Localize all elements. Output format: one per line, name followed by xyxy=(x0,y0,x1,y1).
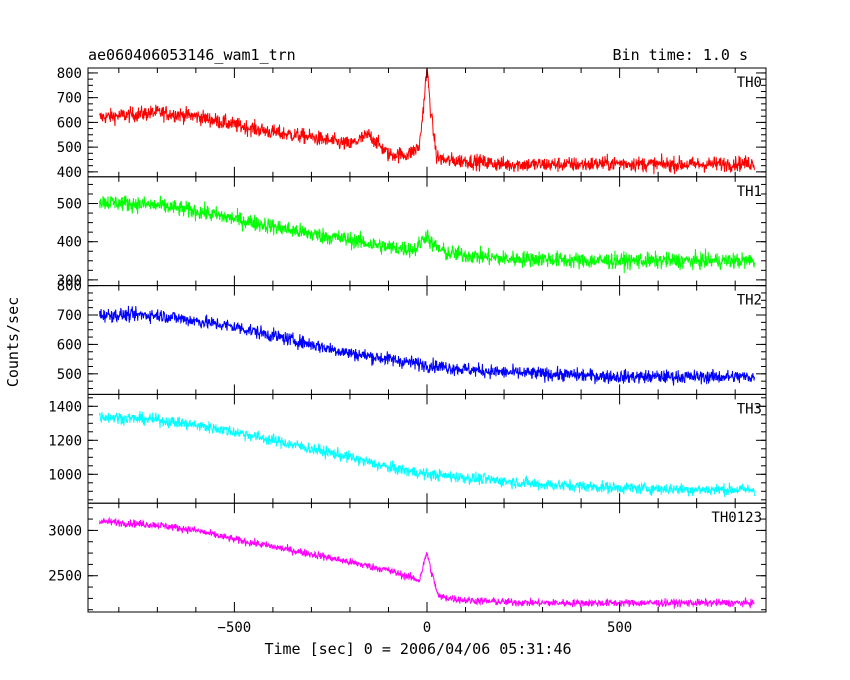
y-tick-label: 600 xyxy=(57,115,82,131)
y-tick-label: 800 xyxy=(57,279,82,295)
y-tick-label: 500 xyxy=(57,367,82,383)
y-axis-label: Counts/sec xyxy=(4,297,22,387)
chart-title: ae060406053146_wam1_trn xyxy=(88,46,296,64)
y-tick-label: 1400 xyxy=(48,399,82,415)
panel-label: TH3 xyxy=(737,401,762,417)
y-tick-label: 700 xyxy=(57,308,82,324)
x-tick-label: −500 xyxy=(218,620,252,636)
panel-label: TH2 xyxy=(737,293,762,309)
panel-th2: 500 600 700 800 TH2 xyxy=(57,279,767,395)
panel-th0123: 2500 3000 TH0123 xyxy=(48,502,767,613)
y-tick-label: 1000 xyxy=(48,467,82,483)
series-line-th1 xyxy=(99,195,755,274)
panels: 400 500 600 700 800 TH0 300 400 500 TH1 500 600 700 8… xyxy=(48,66,767,636)
panel-frame xyxy=(87,67,767,178)
y-tick-label: 300 xyxy=(57,273,82,289)
series-line-th2 xyxy=(99,305,755,386)
y-tick-label: 700 xyxy=(57,91,82,107)
y-tick-label: 800 xyxy=(57,66,82,82)
y-tick-label: 500 xyxy=(57,140,82,156)
panel-th3: 1000 1200 1400 TH3 xyxy=(48,393,767,504)
panel-th0: 400 500 600 700 800 TH0 xyxy=(57,66,767,181)
panel-th1: 300 400 500 TH1 xyxy=(57,176,767,289)
panel-label: TH0 xyxy=(737,75,762,91)
series-line-th0123 xyxy=(99,516,755,610)
y-tick-label: 3000 xyxy=(48,523,82,539)
x-tick-label: 0 xyxy=(423,620,431,636)
bin-time-label: Bin time: 1.0 s xyxy=(613,46,748,64)
series-line-th0 xyxy=(99,68,755,175)
y-tick-label: 400 xyxy=(57,235,82,251)
y-tick-label: 400 xyxy=(57,165,82,181)
panel-label: TH1 xyxy=(737,184,762,200)
y-tick-label: 2500 xyxy=(48,569,82,585)
series-line-th3 xyxy=(99,410,755,498)
panel-label: TH0123 xyxy=(711,510,762,526)
x-axis-label: Time [sec] 0 = 2006/04/06 05:31:46 xyxy=(264,640,571,658)
y-tick-label: 600 xyxy=(57,337,82,353)
x-tick-label: 500 xyxy=(607,620,632,636)
panel-frame xyxy=(87,502,767,613)
y-tick-label: 500 xyxy=(57,197,82,213)
y-tick-label: 1200 xyxy=(48,433,82,449)
